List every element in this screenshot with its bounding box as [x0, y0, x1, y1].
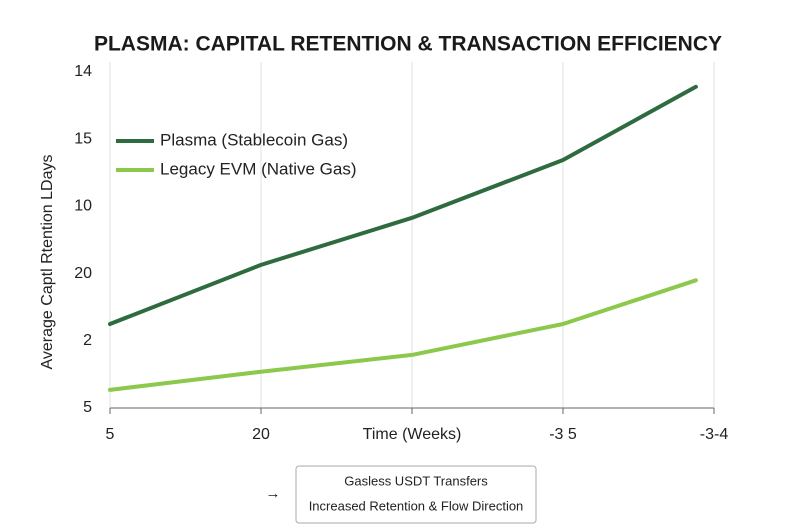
x-axis-label: Time (Weeks) — [363, 426, 462, 443]
annotation-line: Increased Retention & Flow Direction — [309, 498, 524, 513]
y-tick-label: 5 — [83, 399, 92, 416]
data-line — [108, 84, 698, 326]
y-tick-label: 10 — [74, 198, 92, 215]
y-tick-label: 2 — [83, 332, 92, 349]
annotation-arrow: → — [266, 485, 281, 502]
chart-title: PLASMA: CAPITAL RETENTION & TRANSACTION … — [94, 33, 722, 56]
y-tick-label: 20 — [74, 265, 92, 282]
x-tick-label: -3-4 — [700, 426, 729, 443]
annotation-box — [295, 465, 537, 524]
y-axis-label: Average Captl Rtention LDays — [39, 155, 56, 370]
y-tick-label: 15 — [74, 130, 92, 147]
data-line — [108, 278, 698, 392]
x-tick-label: 5 — [106, 426, 115, 443]
x-tick-label: 20 — [252, 426, 270, 443]
legend-label: Legacy EVM (Native Gas) — [160, 159, 357, 178]
x-tick-label: -3 5 — [549, 426, 577, 443]
legend-label: Plasma (Stablecoin Gas) — [160, 130, 348, 149]
annotation-line: Gasless USDT Transfers — [344, 473, 488, 488]
y-tick-label: 14 — [74, 63, 92, 80]
